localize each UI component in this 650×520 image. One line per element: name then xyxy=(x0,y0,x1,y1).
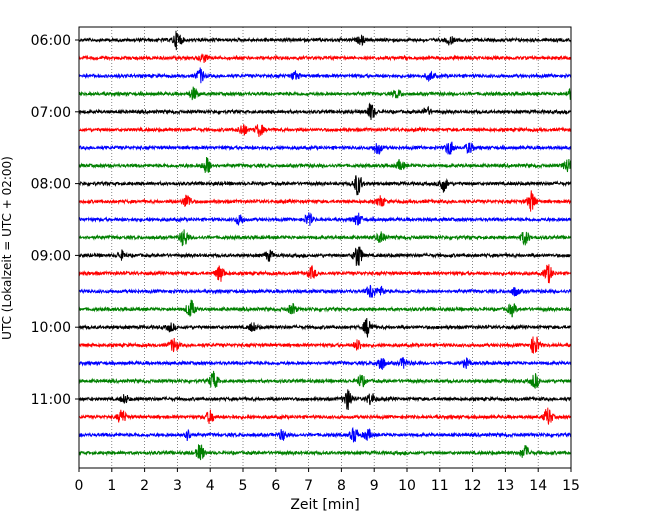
trace-10 xyxy=(78,212,572,226)
x-tick-label-9: 9 xyxy=(370,478,379,494)
plot-frame xyxy=(78,26,572,469)
trace-7 xyxy=(78,156,572,173)
y-tick-label-3: 09:00 xyxy=(31,248,71,264)
trace-20 xyxy=(78,389,572,411)
trace-4 xyxy=(78,102,572,121)
y-ticks: 06:00 07:00 08:00 09:00 10:00 11:00 xyxy=(31,33,79,408)
trace-17 xyxy=(78,336,572,354)
y-tick-label-2: 08:00 xyxy=(31,177,71,193)
trace-8 xyxy=(78,175,572,196)
x-ticks: 0 1 2 3 4 5 6 7 8 9 10 11 12 13 14 15 xyxy=(75,468,580,494)
y-tick-label-5: 11:00 xyxy=(31,392,71,408)
trace-21 xyxy=(78,407,572,425)
trace-23 xyxy=(78,443,572,461)
y-axis-label: UTC (Lokalzeit = UTC + 02:00) xyxy=(0,156,14,340)
x-tick-label-5: 5 xyxy=(239,478,248,494)
x-tick-label-4: 4 xyxy=(206,478,215,494)
y-tick-label-4: 10:00 xyxy=(31,320,71,336)
trace-18 xyxy=(78,356,572,370)
trace-14 xyxy=(78,284,572,298)
trace-19 xyxy=(78,370,572,389)
trace-15 xyxy=(78,299,572,318)
trace-12 xyxy=(78,246,572,266)
y-tick-label-1: 07:00 xyxy=(31,105,71,121)
x-tick-label-1: 1 xyxy=(107,478,116,494)
trace-3 xyxy=(78,86,572,101)
trace-5 xyxy=(78,124,572,137)
trace-22 xyxy=(78,426,572,443)
x-axis-label: Zeit [min] xyxy=(290,497,359,513)
y-tick-label-0: 06:00 xyxy=(31,33,71,49)
x-tick-label-8: 8 xyxy=(337,478,346,494)
trace-13 xyxy=(78,264,572,284)
x-tick-label-0: 0 xyxy=(75,478,84,494)
x-tick-label-12: 12 xyxy=(464,478,482,494)
x-tick-label-15: 15 xyxy=(562,478,580,494)
trace-layer xyxy=(78,30,572,461)
x-tick-label-7: 7 xyxy=(304,478,313,494)
trace-16 xyxy=(78,317,572,338)
x-tick-label-6: 6 xyxy=(271,478,280,494)
trace-6 xyxy=(78,141,572,156)
trace-2 xyxy=(78,67,572,84)
x-tick-label-3: 3 xyxy=(173,478,182,494)
x-tick-label-10: 10 xyxy=(398,478,416,494)
trace-9 xyxy=(78,190,572,212)
trace-0 xyxy=(78,30,572,51)
x-tick-label-14: 14 xyxy=(529,478,547,494)
trace-1 xyxy=(78,53,572,63)
trace-11 xyxy=(78,229,572,247)
x-tick-label-2: 2 xyxy=(140,478,149,494)
x-tick-label-13: 13 xyxy=(496,478,514,494)
x-tick-label-11: 11 xyxy=(431,478,449,494)
